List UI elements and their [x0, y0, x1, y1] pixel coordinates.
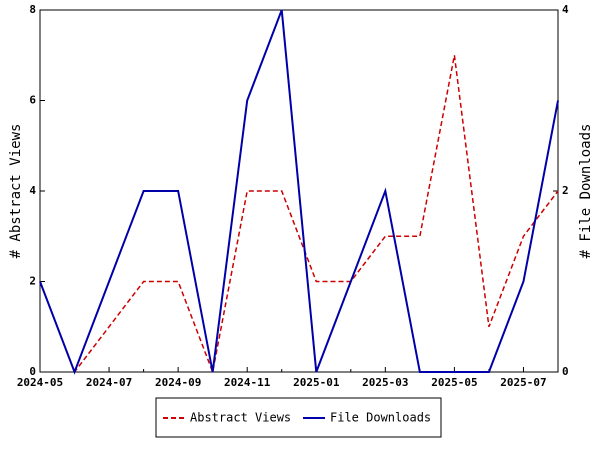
- x-tick-label: 2025-01: [293, 376, 340, 389]
- legend-label: File Downloads: [330, 411, 431, 425]
- series-line: [39, 9, 559, 375]
- y2-tick-label: 0: [562, 365, 569, 378]
- x-tick-label: 2024-11: [224, 376, 271, 389]
- y-tick-label: 2: [29, 275, 36, 288]
- y-axis-label: # Abstract Views: [8, 124, 24, 259]
- x-tick-label: 2025-05: [431, 376, 477, 389]
- y-tick-label: 0: [29, 365, 36, 378]
- y2-tick-label: 2: [562, 184, 569, 197]
- series-line: [39, 55, 559, 375]
- x-tick-label: 2024-05: [17, 376, 63, 389]
- x-tick-label: 2025-07: [500, 376, 546, 389]
- y2-axis-label: # File Downloads: [578, 124, 594, 259]
- y-tick-label: 8: [29, 3, 36, 16]
- x-tick-label: 2024-07: [86, 376, 132, 389]
- y-tick-label: 4: [29, 184, 36, 197]
- x-tick-label: 2025-03: [362, 376, 408, 389]
- y-tick-label: 6: [29, 94, 36, 107]
- legend-box: [155, 397, 442, 438]
- y2-tick-label: 4: [562, 3, 569, 16]
- legend-label: Abstract Views: [190, 411, 291, 425]
- x-tick-label: 2024-09: [155, 376, 201, 389]
